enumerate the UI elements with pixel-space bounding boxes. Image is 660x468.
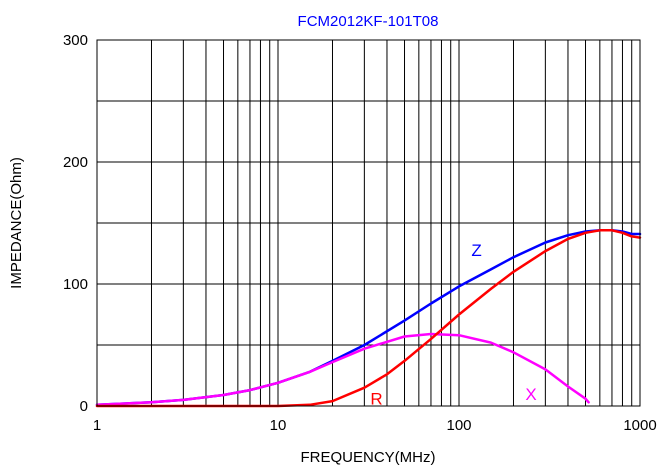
y-tick-label: 200 (63, 154, 88, 171)
y-tick-label: 300 (63, 32, 88, 49)
y-tick-label: 100 (63, 276, 88, 293)
series-curves (95, 229, 642, 408)
x-tick-label: 1000 (623, 417, 656, 434)
y-tick-labels: 0 100 200 300 (63, 32, 88, 415)
series-labels: Z R X (370, 241, 536, 409)
x-tick-label: 100 (446, 417, 471, 434)
x-tick-label: 1 (93, 417, 101, 434)
series-line-x (95, 332, 590, 407)
x-tick-label: 10 (270, 417, 287, 434)
series-label-x: X (525, 385, 536, 404)
series-label-r: R (370, 390, 382, 409)
plot-frame (96, 39, 641, 407)
chart-title: FCM2012KF-101T08 (298, 13, 439, 30)
y-tick-label: 0 (80, 398, 88, 415)
x-tick-labels: 1 10 100 1000 (93, 417, 657, 434)
grid-lines (97, 40, 640, 406)
series-line-r (95, 229, 642, 408)
y-axis-label: IMPEDANCE(Ohm) (8, 157, 25, 289)
x-axis-label: FREQUENCY(MHz) (301, 449, 436, 466)
series-label-z: Z (471, 241, 481, 260)
